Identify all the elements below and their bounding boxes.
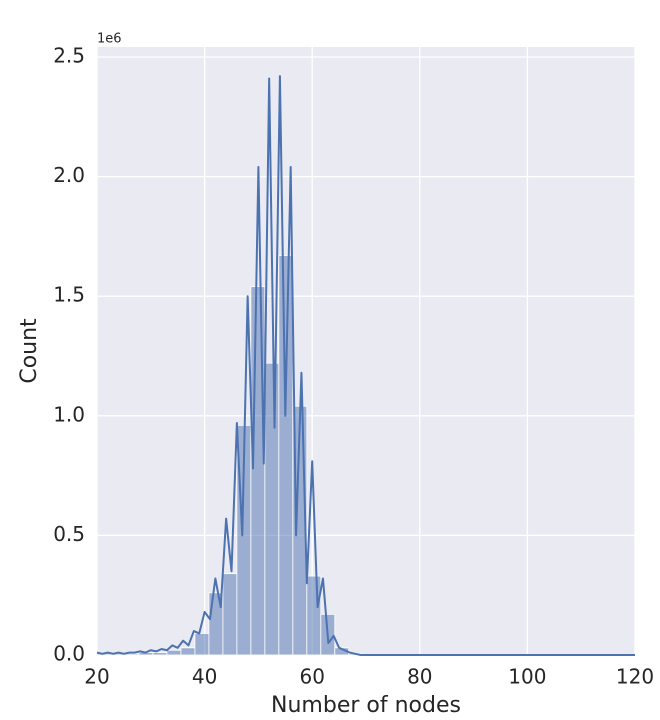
x-tick-label: 40 bbox=[192, 665, 217, 689]
bar bbox=[264, 362, 280, 656]
bar bbox=[180, 647, 196, 656]
lines bbox=[96, 75, 635, 656]
bar bbox=[306, 575, 322, 656]
x-tick-label: 100 bbox=[508, 665, 546, 689]
bar bbox=[166, 649, 182, 656]
labels: 0.0 0.5 1.0 1.5 2.0 2.5 20 40 60 80 100 120 bbox=[53, 44, 654, 689]
y-axis-label: Count bbox=[17, 318, 42, 384]
y-tick-label: 1.5 bbox=[53, 283, 85, 307]
bar bbox=[152, 652, 168, 656]
line bbox=[96, 75, 635, 656]
x-tick-label: 20 bbox=[84, 665, 109, 689]
y-tick-label: 1.0 bbox=[53, 402, 85, 426]
bar bbox=[278, 255, 294, 656]
x-axis-label: Number of nodes bbox=[271, 693, 461, 718]
y-tick-label: 0.5 bbox=[53, 522, 85, 546]
y-tick-label: 2.0 bbox=[53, 163, 85, 187]
bar bbox=[250, 286, 266, 656]
grid bbox=[96, 47, 636, 656]
y-tick-label: 2.5 bbox=[53, 44, 85, 68]
bar bbox=[222, 573, 238, 656]
offset-label: 1e6 bbox=[97, 32, 122, 47]
y-tick-label: 0.0 bbox=[53, 642, 85, 666]
x-tick-label: 120 bbox=[616, 665, 654, 689]
bar bbox=[194, 633, 210, 656]
x-tick-label: 60 bbox=[299, 665, 324, 689]
x-tick-label: 80 bbox=[407, 665, 432, 689]
plot-background bbox=[97, 47, 635, 655]
